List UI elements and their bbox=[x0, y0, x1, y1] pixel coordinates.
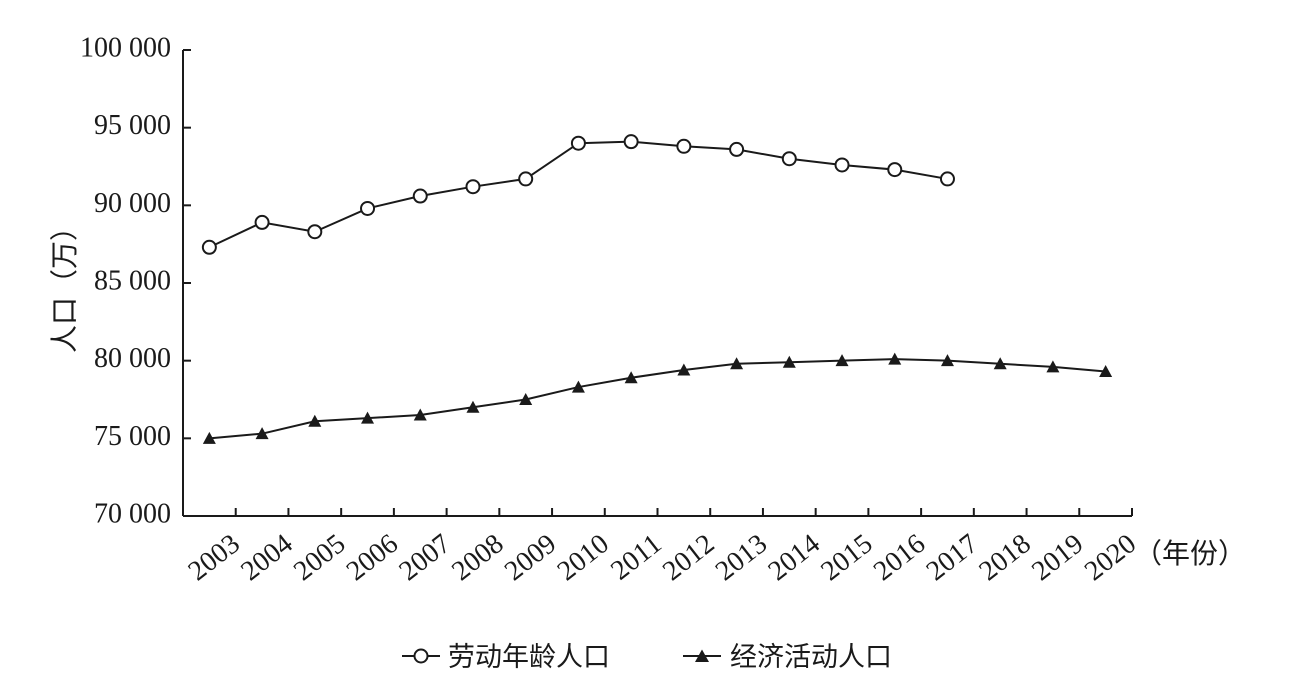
data-point bbox=[835, 354, 849, 367]
x-tick-label: 2013 bbox=[710, 528, 773, 587]
y-axis-ticks: 70 000 75 000 80 000 85 000 90 000 95 000 100 … bbox=[80, 32, 191, 529]
x-tick-label: 2011 bbox=[605, 528, 667, 586]
x-axis-title: （年份） bbox=[1134, 537, 1246, 570]
x-tick-label: 2014 bbox=[763, 528, 826, 587]
legend-marker-economic bbox=[695, 649, 709, 662]
data-point bbox=[570, 135, 586, 151]
data-point bbox=[255, 427, 269, 440]
data-point bbox=[307, 224, 323, 240]
x-tick-label: 2019 bbox=[1026, 528, 1089, 587]
y-tick-label: 100 000 bbox=[80, 32, 171, 63]
y-tick-label: 70 000 bbox=[94, 498, 171, 529]
legend: 劳动年龄人口 经济活动人口 bbox=[402, 642, 892, 673]
x-tick-label: 2003 bbox=[183, 528, 246, 587]
data-point bbox=[413, 408, 427, 421]
x-tick-label: 2009 bbox=[499, 528, 562, 587]
data-point bbox=[888, 352, 902, 365]
data-point bbox=[518, 171, 534, 187]
data-point bbox=[201, 239, 217, 255]
x-tick-label: 2020 bbox=[1079, 528, 1142, 587]
data-point bbox=[729, 141, 745, 157]
series-layer bbox=[201, 134, 1113, 444]
data-point bbox=[571, 380, 585, 393]
data-point bbox=[887, 162, 903, 178]
x-tick-label: 2017 bbox=[921, 528, 984, 587]
data-point bbox=[781, 151, 797, 167]
data-point bbox=[412, 188, 428, 204]
y-tick-label: 75 000 bbox=[94, 421, 171, 452]
y-tick-label: 95 000 bbox=[94, 110, 171, 141]
x-tick-label: 2008 bbox=[446, 528, 509, 587]
data-point bbox=[1099, 365, 1113, 378]
data-point bbox=[834, 157, 850, 173]
legend-item-economic: 经济活动人口 bbox=[683, 642, 892, 673]
series-labor bbox=[201, 134, 955, 255]
legend-marker-labor bbox=[413, 648, 429, 664]
data-point bbox=[993, 357, 1007, 370]
data-point bbox=[360, 200, 376, 216]
series-line bbox=[209, 358, 1106, 440]
series-economic bbox=[202, 352, 1113, 444]
data-point bbox=[361, 411, 375, 424]
data-point bbox=[254, 214, 270, 230]
x-tick-label: 2006 bbox=[341, 528, 404, 587]
y-axis-title: 人口（万） bbox=[48, 213, 81, 353]
data-point bbox=[939, 171, 955, 187]
data-point bbox=[623, 134, 639, 150]
data-point bbox=[677, 363, 691, 376]
y-tick-label: 85 000 bbox=[94, 265, 171, 296]
x-tick-label: 2007 bbox=[394, 528, 457, 587]
data-point bbox=[676, 138, 692, 154]
x-tick-label: 2016 bbox=[868, 528, 931, 587]
data-point bbox=[1046, 360, 1060, 373]
data-point bbox=[624, 371, 638, 384]
data-point bbox=[519, 393, 533, 405]
data-point bbox=[730, 357, 744, 370]
x-tick-label: 2018 bbox=[973, 528, 1036, 587]
legend-item-labor: 劳动年龄人口 bbox=[402, 642, 610, 673]
chart-axes bbox=[182, 50, 1132, 517]
data-point bbox=[782, 355, 796, 368]
y-tick-label: 80 000 bbox=[94, 343, 171, 374]
x-axis-ticks: 2003200420052006200720082009201020112012… bbox=[183, 508, 1142, 587]
legend-label-economic: 经济活动人口 bbox=[730, 642, 892, 673]
x-tick-label: 2004 bbox=[235, 528, 298, 587]
data-point bbox=[466, 400, 480, 413]
legend-label-labor: 劳动年龄人口 bbox=[448, 642, 610, 673]
x-tick-label: 2010 bbox=[552, 528, 615, 587]
data-point bbox=[940, 354, 954, 367]
x-tick-label: 2015 bbox=[815, 528, 878, 587]
y-tick-label: 90 000 bbox=[94, 188, 171, 219]
data-point bbox=[465, 179, 481, 195]
x-tick-label: 2005 bbox=[288, 528, 351, 587]
data-point bbox=[202, 431, 216, 444]
x-tick-label: 2012 bbox=[657, 528, 720, 587]
data-point bbox=[308, 414, 322, 427]
